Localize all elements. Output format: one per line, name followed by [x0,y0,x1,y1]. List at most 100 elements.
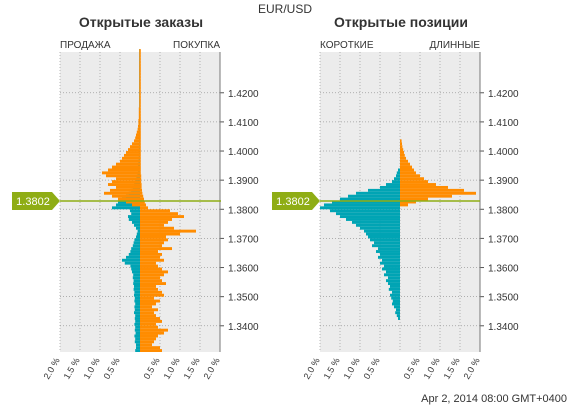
orders-bar-right [140,331,164,335]
orders-bar-right [140,156,141,160]
positions-ytick-label: 1.3800 [488,205,519,216]
orders-bar-right [140,151,141,154]
orders-bar-right [140,319,162,323]
orders-bar-left [135,302,140,306]
orders-bar-right [140,223,164,227]
positions-title: Открытые позиции [334,14,468,30]
orders-bar-left-long [138,118,140,122]
orders-bar-left [134,238,140,242]
orders-bar-right [140,206,148,210]
orders-bar-right [140,180,142,184]
orders-bar-right [140,101,141,105]
positions-bar-left [336,212,400,216]
positions-bar-left [340,197,400,201]
orders-bar-left-long [139,60,140,64]
orders-bar-left-long [124,153,140,157]
orders-bar-left-long [112,194,140,198]
orders-current-price-badge: 1.3802 [12,192,60,210]
orders-bar-right [140,171,141,175]
orders-bar-left [122,258,140,262]
orders-bar-right [140,194,144,198]
positions-bar-left [368,188,400,192]
orders-ytick-label: 1.3600 [228,264,259,275]
orders-bar-right [140,322,156,326]
orders-bar-right [140,305,152,309]
orders-bar-left [132,220,140,224]
positions-xtick-label: 1.5 % [442,356,462,381]
orders-bar-right [140,346,160,350]
positions-bar-left [392,290,400,294]
positions-bar-left [398,168,400,172]
orders-bar-left-long [139,49,140,52]
positions-bar-left [380,252,400,256]
orders-bar-right [140,212,178,216]
orders-bar-right [140,127,141,131]
orders-bar-left-long [139,72,140,76]
orders-bar-left-long [139,86,140,90]
orders-bar-left [133,282,140,286]
symbol-title: EUR/USD [258,2,312,16]
orders-bar-left-long [138,124,140,128]
positions-bar-left [394,177,400,181]
positions-bar-left [398,317,400,320]
orders-bar-left-long [110,188,140,192]
orders-bar-left [130,209,140,213]
positions-right-label: ДЛИННЫЕ [430,40,481,51]
positions-current-price-label: 1.3802 [276,196,310,208]
orders-bar-right [140,279,162,283]
orders-bar-right [140,113,141,117]
orders-ytick-label: 1.3500 [228,293,259,304]
orders-bar-left [132,270,140,274]
orders-bar-left [116,203,140,207]
orders-ytick-label: 1.3400 [228,322,259,333]
orders-bar-right [140,118,141,122]
orders-bar-left [133,279,140,283]
positions-bar-right [400,177,424,181]
orders-bar-left [133,273,140,277]
orders-bar-right [140,78,141,82]
positions-bar-left [392,299,400,303]
orders-bar-left [134,299,140,303]
orders-bar-left [130,250,140,253]
positions-bar-left [372,244,400,248]
orders-bar-right [140,162,141,166]
orders-bar-right [140,276,160,280]
positions-bar-left [392,302,400,306]
positions-ytick-label: 1.4100 [488,118,519,129]
positions-bar-right [400,139,402,143]
orders-bar-right [140,86,141,90]
positions-bar-left [340,215,400,219]
positions-bar-right [400,174,420,178]
positions-bar-left [348,194,400,198]
orders-bar-right [140,308,158,312]
orders-bar-left-long [112,165,140,169]
positions-bar-right [400,185,448,189]
orders-bar-right [140,349,162,352]
orders-bar-right [140,153,141,157]
orders-bar-left [136,232,140,236]
orders-xtick-label: 0.5 % [102,356,122,381]
positions-ytick-label: 1.3600 [488,264,519,275]
positions-bar-left [394,305,400,309]
orders-bar-left-long [138,110,140,114]
orders-bar-left-long [139,98,140,102]
orders-bar-right [140,69,141,73]
orders-bar-left [132,244,140,248]
orders-bar-right [140,133,141,137]
orders-bar-right [140,121,141,125]
positions-bar-left [386,270,400,274]
orders-bar-left [131,267,140,271]
orders-bar-right [140,188,142,192]
orders-title: Открытые заказы [79,14,203,30]
positions-bar-left [395,311,400,315]
orders-bar-left-long [138,107,140,111]
positions-ytick-label: 1.3500 [488,293,519,304]
orders-bar-left-long [136,133,140,137]
positions-bar-left [386,279,400,283]
positions-bar-left [388,287,400,291]
orders-bar-left [134,305,140,309]
positions-bar-left [390,293,400,297]
positions-bar-left [346,218,400,221]
orders-bar-right [140,89,141,93]
